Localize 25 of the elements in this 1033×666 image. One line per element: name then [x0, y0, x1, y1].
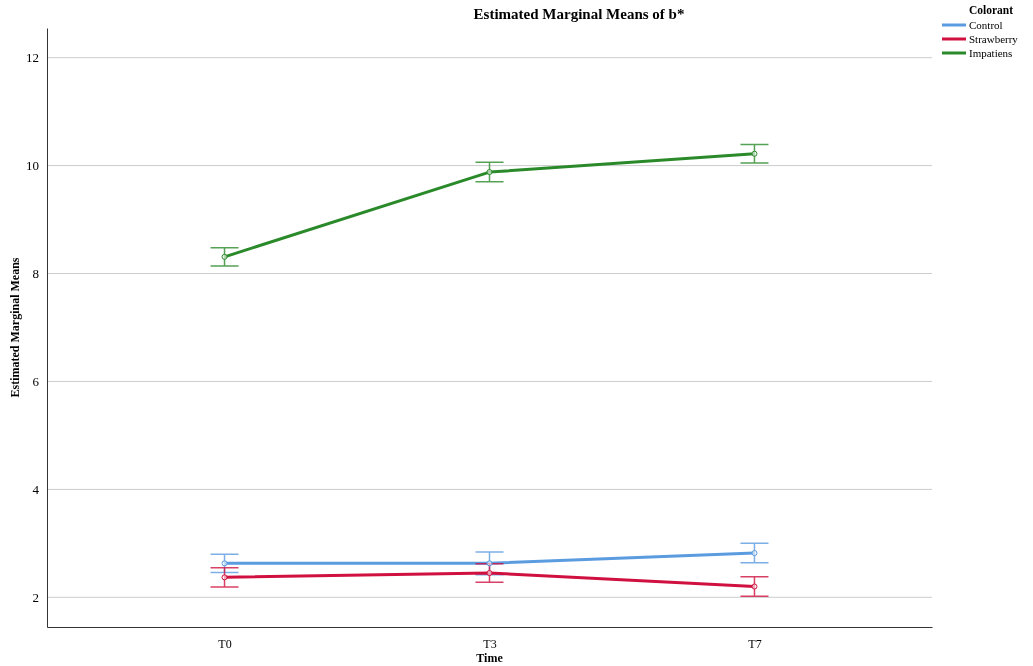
- point: [486, 570, 493, 577]
- legend-label: Strawberry: [969, 33, 1019, 45]
- y-axis-title: Estimated Marginal Means: [8, 257, 22, 398]
- legend-title: Colorant: [969, 4, 1014, 16]
- point: [751, 583, 758, 590]
- point: [486, 169, 493, 176]
- y-tick-label: 8: [32, 266, 39, 282]
- legend-label: Control: [969, 19, 1003, 31]
- point: [221, 253, 228, 260]
- y-tick-label: 12: [26, 50, 39, 66]
- y-tick-label: 4: [32, 482, 40, 498]
- y-tick-label: 6: [32, 374, 40, 390]
- x-tick-label: T0: [218, 636, 232, 651]
- x-axis-title: Time: [476, 651, 504, 665]
- x-tick-label: T7: [748, 636, 762, 651]
- y-tick-label: 10: [26, 158, 39, 174]
- y-tick-label: 2: [32, 589, 39, 605]
- point: [486, 560, 493, 567]
- x-tick-label: T3: [483, 636, 497, 651]
- point: [221, 574, 228, 581]
- legend-label: Impatiens: [969, 47, 1013, 59]
- point: [221, 560, 228, 567]
- point: [751, 550, 758, 557]
- chart-title: Estimated Marginal Means of b*: [473, 6, 685, 22]
- point: [751, 150, 758, 157]
